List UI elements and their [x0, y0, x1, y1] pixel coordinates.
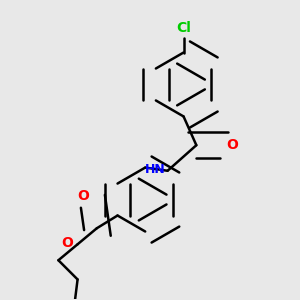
Text: O: O [227, 138, 239, 152]
Text: Cl: Cl [176, 21, 191, 35]
Text: O: O [61, 236, 73, 250]
Text: HN: HN [145, 163, 166, 176]
Text: O: O [77, 189, 89, 203]
